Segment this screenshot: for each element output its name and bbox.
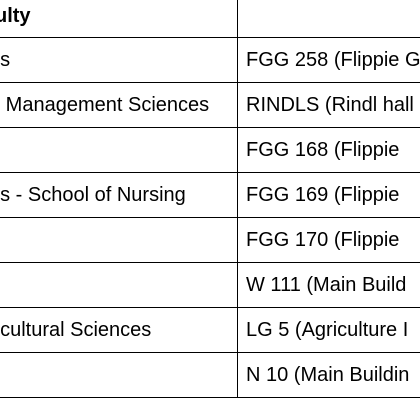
table-row: es - School of Nursing FGG 169 (Flippie xyxy=(0,172,420,218)
header-row: ulty V xyxy=(0,0,420,38)
faculty-cell xyxy=(0,127,238,173)
faculty-cell xyxy=(0,217,238,263)
table-row: ricultural Sciences LG 5 (Agriculture I xyxy=(0,307,420,353)
venue-cell: LG 5 (Agriculture I xyxy=(237,307,420,353)
table-row: W 111 (Main Build xyxy=(0,262,420,308)
venue-cell: FGG 258 (Flippie G xyxy=(237,37,420,83)
venue-header: V xyxy=(237,0,420,38)
venue-cell: N 10 (Main Buildin xyxy=(237,352,420,398)
faculty-header: ulty xyxy=(0,0,238,38)
table-row: es FGG 258 (Flippie G xyxy=(0,37,420,83)
venue-table: ulty V es FGG 258 (Flippie G d Managemen… xyxy=(0,0,420,398)
venue-cell: RINDLS (Rindl hall xyxy=(237,82,420,128)
table-row: d Management Sciences RINDLS (Rindl hall xyxy=(0,82,420,128)
table-row: FGG 168 (Flippie xyxy=(0,127,420,173)
venue-cell: FGG 169 (Flippie xyxy=(237,172,420,218)
faculty-cell xyxy=(0,262,238,308)
faculty-cell: es - School of Nursing xyxy=(0,172,238,218)
faculty-cell xyxy=(0,352,238,398)
venue-cell: FGG 168 (Flippie xyxy=(237,127,420,173)
faculty-cell: d Management Sciences xyxy=(0,82,238,128)
venue-cell: W 111 (Main Build xyxy=(237,262,420,308)
venue-cell: FGG 170 (Flippie xyxy=(237,217,420,263)
table-row: FGG 170 (Flippie xyxy=(0,217,420,263)
faculty-header-text: ulty xyxy=(0,5,31,27)
venue-table-container: ulty V es FGG 258 (Flippie G d Managemen… xyxy=(0,0,420,398)
faculty-cell: es xyxy=(0,37,238,83)
table-row: N 10 (Main Buildin xyxy=(0,352,420,398)
faculty-cell: ricultural Sciences xyxy=(0,307,238,353)
